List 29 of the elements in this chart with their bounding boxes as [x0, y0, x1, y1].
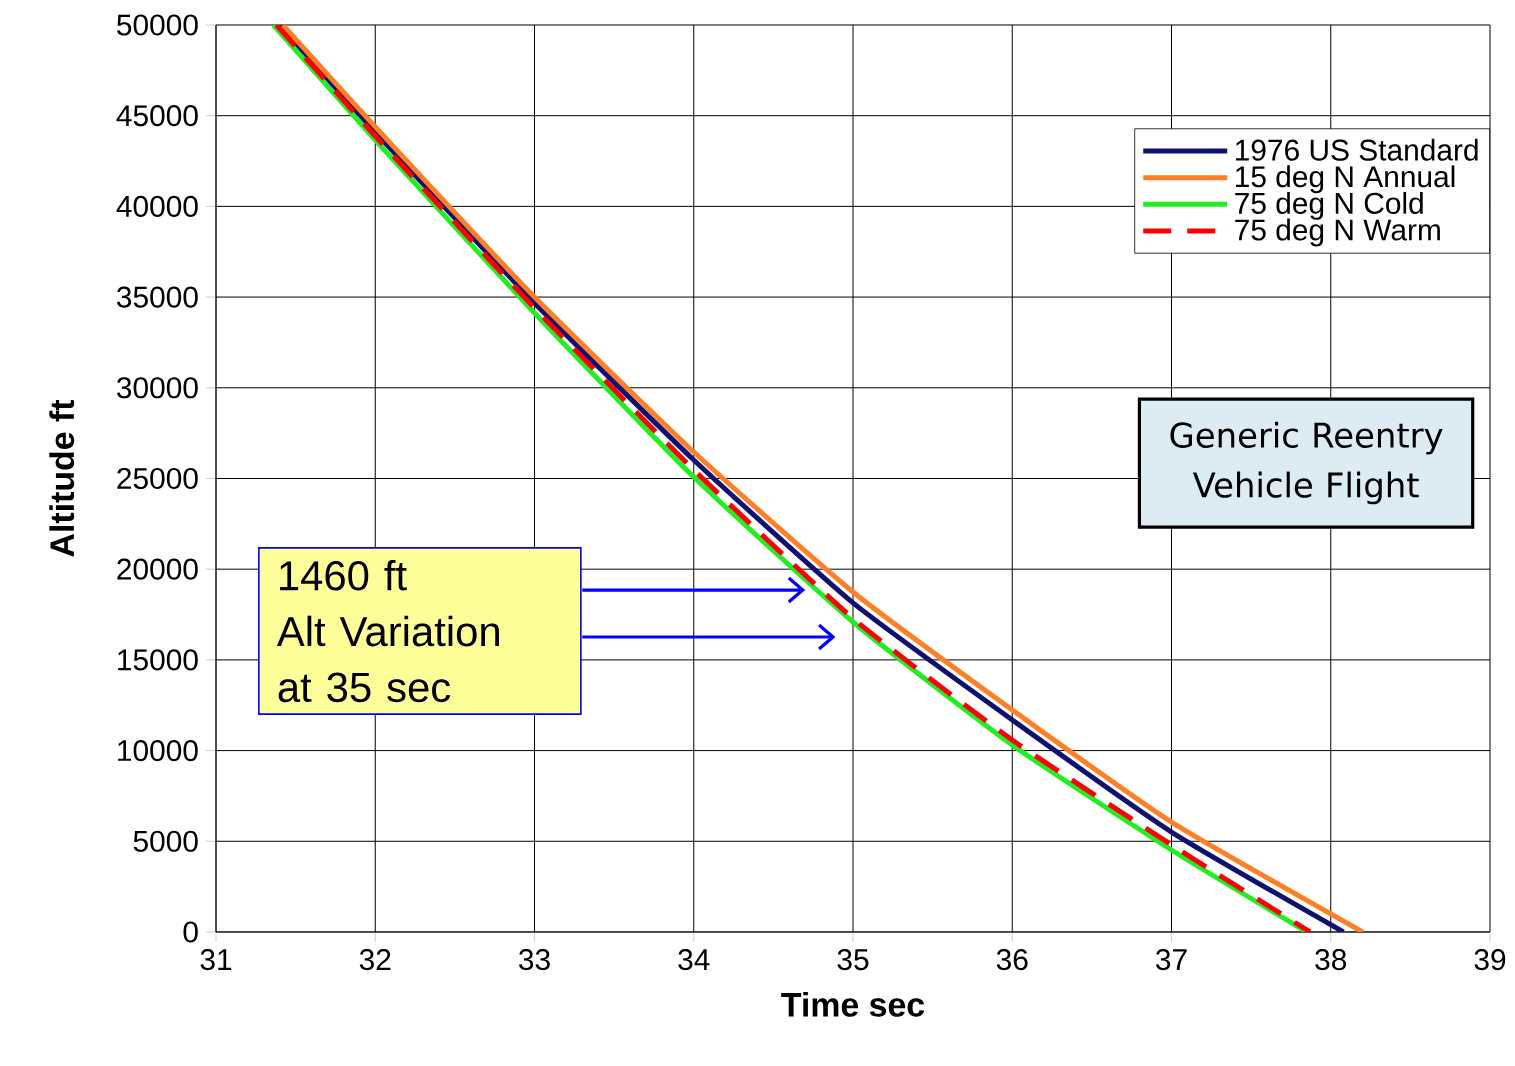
annotation: 1460 ft	[280, 559, 407, 591]
legend-label: 75 deg N Cold	[1235, 191, 1423, 220]
y-tick-label: 30000	[116, 377, 198, 399]
x-tick-label: 34	[678, 949, 710, 971]
x-tick-label: 35	[837, 949, 869, 971]
y-tick-label: 15000	[118, 649, 198, 671]
y-tick-label: 50000	[117, 14, 198, 36]
y-axis-title: Altitude ft	[49, 399, 75, 557]
x-tick-label: 38	[1315, 949, 1347, 971]
x-tick-label: 32	[359, 949, 391, 971]
y-tick-label: 5000	[133, 830, 198, 852]
x-tick-label: 36	[996, 949, 1028, 971]
annotation: Alt Variation	[276, 615, 499, 647]
x-tick-label: 37	[1156, 949, 1187, 971]
y-tick-label: 45000	[116, 105, 198, 127]
y-tick-label: 35000	[116, 286, 198, 308]
y-tick-label: 10000	[118, 739, 198, 762]
y-tick-label: 0	[183, 921, 198, 943]
y-tick-label: 20000	[117, 558, 198, 580]
x-tick-label: 31	[200, 949, 232, 971]
y-tick-label: 25000	[117, 467, 198, 490]
x-axis-title: Time sec	[781, 991, 925, 1017]
legend-label: 1976 US Standard	[1235, 138, 1478, 161]
x-tick-label: 39	[1474, 949, 1506, 971]
x-tick-label: 33	[519, 949, 550, 971]
annotation: at 35 sec	[278, 672, 451, 703]
y-tick-label: 40000	[116, 195, 198, 217]
annotation: Generic Reentry Vehicle Flight	[1170, 421, 1443, 505]
legend-label: 75 deg N Warm	[1235, 218, 1440, 247]
